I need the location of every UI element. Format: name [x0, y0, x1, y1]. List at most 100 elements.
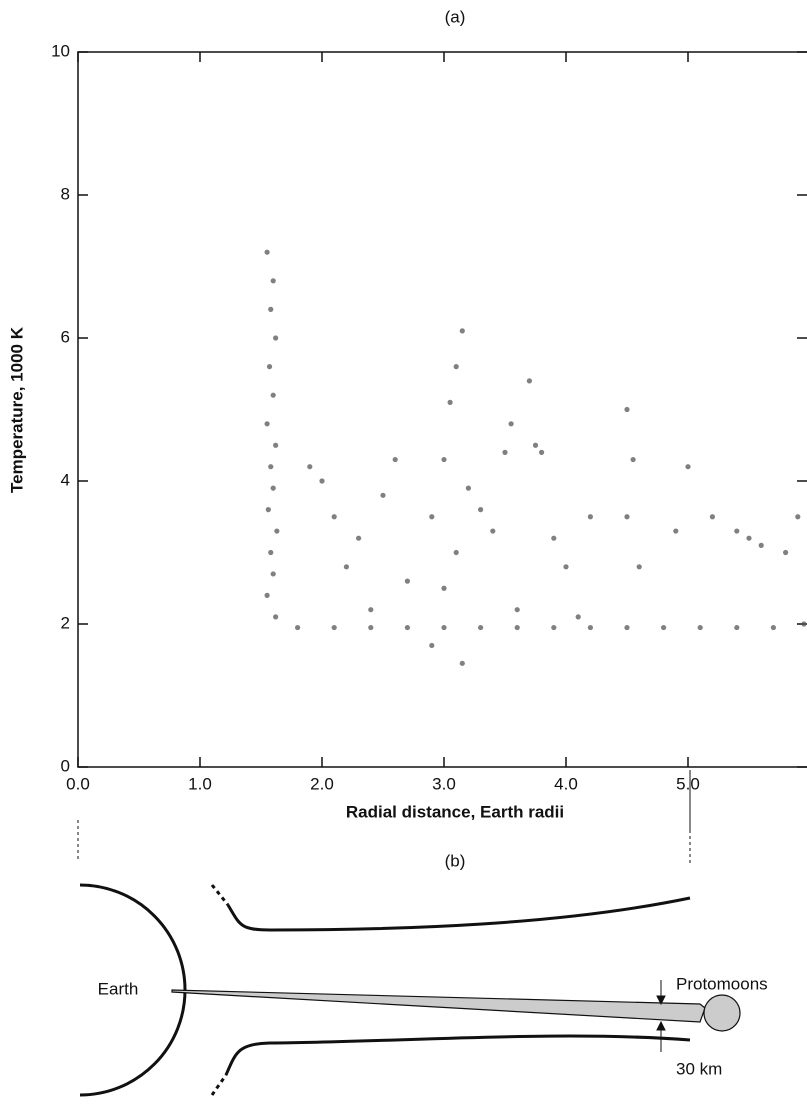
point — [551, 535, 557, 541]
x-tick-label: 1.0 — [188, 774, 212, 793]
point — [624, 514, 630, 520]
envelope-lower — [224, 1034, 691, 1076]
point — [270, 485, 276, 491]
point — [508, 421, 514, 427]
point — [429, 514, 435, 520]
point — [685, 464, 691, 470]
x-tick-label: 2.0 — [310, 774, 334, 793]
point — [661, 624, 667, 631]
chart-title: (a) — [445, 7, 466, 26]
point — [490, 528, 496, 534]
point — [295, 624, 301, 631]
point — [441, 624, 447, 631]
x-tick-label: 0.0 — [66, 774, 90, 793]
point — [265, 507, 271, 513]
point — [801, 621, 807, 627]
y-tick-label: 0 — [61, 756, 70, 775]
point — [532, 442, 539, 448]
point — [563, 564, 569, 570]
plot-frame — [77, 51, 807, 768]
point — [734, 624, 740, 631]
point — [636, 564, 642, 570]
point — [734, 528, 740, 534]
earth-label: Earth — [98, 979, 139, 998]
y-axis-label: Temperature, 1000 K — [7, 326, 26, 493]
point — [478, 624, 484, 631]
point — [264, 421, 270, 427]
point — [343, 564, 349, 570]
point — [404, 624, 410, 631]
point — [270, 571, 276, 577]
point — [264, 592, 270, 599]
diagram — [77, 770, 741, 1097]
y-tick-label: 8 — [61, 184, 70, 203]
point — [274, 528, 280, 534]
point — [795, 514, 801, 520]
point — [273, 614, 279, 620]
disk — [171, 989, 706, 1023]
point — [270, 392, 276, 398]
point — [459, 660, 465, 666]
point — [307, 464, 313, 470]
protomoon — [703, 994, 741, 1032]
point — [447, 399, 453, 405]
point — [453, 364, 459, 370]
protomoons-label: Protomoons — [676, 974, 768, 993]
gap-label: 30 km — [676, 1059, 722, 1078]
y-tick-label: 2 — [61, 613, 70, 632]
x-tick-label: 4.0 — [554, 774, 578, 793]
point — [404, 578, 410, 584]
arrowhead — [656, 1020, 666, 1031]
point — [273, 335, 279, 341]
point — [770, 624, 777, 631]
point — [331, 514, 337, 520]
point — [380, 492, 386, 498]
point — [630, 456, 636, 463]
point — [268, 464, 274, 470]
point — [368, 624, 374, 631]
point — [441, 456, 447, 463]
point — [465, 485, 471, 491]
diagram-label: (b) — [445, 851, 466, 870]
point — [392, 456, 398, 463]
point — [697, 624, 703, 631]
point — [709, 514, 716, 520]
point — [539, 449, 545, 455]
x-tick-label: 3.0 — [432, 774, 456, 793]
point — [266, 364, 273, 370]
envelope-upper — [226, 896, 691, 932]
point — [514, 624, 520, 631]
envelope-dashed — [210, 1074, 228, 1096]
point — [624, 624, 630, 631]
point — [624, 406, 630, 413]
point — [673, 528, 679, 534]
y-tick-label: 6 — [61, 327, 70, 346]
point — [526, 378, 533, 384]
point — [356, 535, 362, 541]
point — [514, 607, 520, 613]
point — [268, 306, 274, 312]
x-tick-label: 5.0 — [676, 774, 700, 793]
point — [587, 624, 594, 631]
point — [587, 514, 594, 520]
point — [502, 449, 508, 455]
point — [441, 585, 447, 591]
y-tick-label: 10 — [51, 41, 70, 60]
y-tick-label: 4 — [61, 470, 70, 489]
point — [453, 549, 459, 556]
point — [429, 642, 435, 649]
point — [270, 278, 276, 284]
point — [319, 478, 325, 484]
point — [273, 442, 279, 448]
x-axis-label: Radial distance, Earth radii — [346, 802, 564, 821]
point — [331, 624, 337, 631]
point — [783, 549, 789, 556]
point — [746, 535, 752, 541]
point — [478, 507, 484, 513]
point — [459, 328, 465, 334]
point — [368, 607, 374, 613]
point — [758, 542, 764, 548]
arrowhead — [656, 995, 666, 1006]
point — [264, 249, 270, 255]
